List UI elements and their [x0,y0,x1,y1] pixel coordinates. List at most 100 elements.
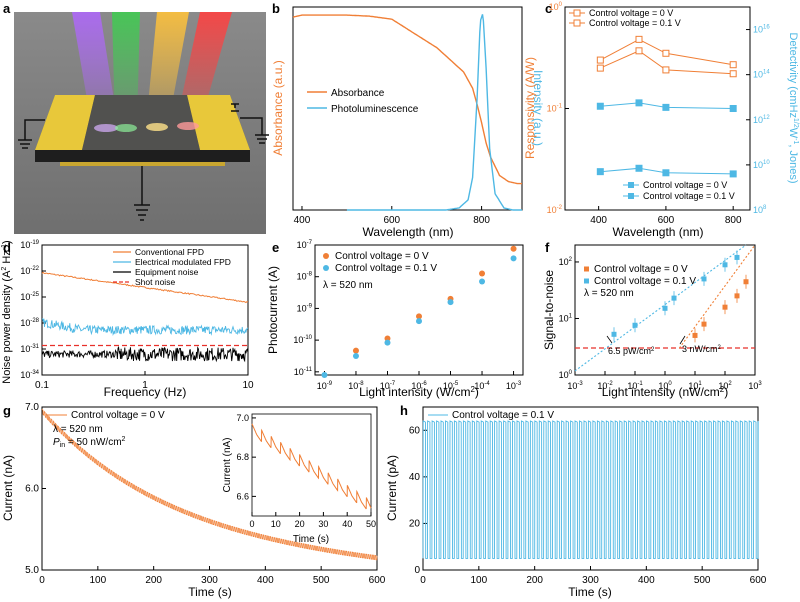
inset-xlabel: Time (s) [293,534,329,545]
h-ytick-label-3: 60 [409,425,421,436]
f-series-1-point-2 [662,305,668,311]
e-xtick-label-5: 10-4 [474,381,490,391]
panel-h: h 0 100 200 300 400 500 600 0 20 40 60 Time (s) Cu… [385,403,767,599]
b-xtick-label-1: 600 [383,215,400,226]
c-series-3-point-1 [635,164,643,172]
f-xtick-label-6: 103 [748,381,762,391]
f-xtick-label-0: 10-3 [567,381,583,391]
e-xtick-label-6: 10-3 [506,381,522,391]
c-series-2-point-3 [729,105,737,112]
plot-b-lines [292,14,522,211]
f-series-1-point-0 [611,331,617,337]
f-xtick-label-1: 10-2 [597,381,613,391]
d-legend-label-3: Shot noise [135,277,175,287]
c-series-0-point-0 [596,56,604,64]
f-series-1-point-3 [671,295,677,301]
c-legend-bottom-marker-0 [628,182,634,188]
h-xtick-label-5: 500 [694,575,711,586]
spot-red [177,122,199,130]
h-xtick-label-1: 100 [470,575,487,586]
plot-e-xlabel: Light intensity (W/cm2) [359,385,479,399]
panel-g-letter: g [3,403,11,418]
electrode-left [35,95,95,150]
h-xtick-label-6: 600 [750,575,767,586]
e-legend-label-1: Control voltage = 0.1 V [335,263,437,274]
plot-h-ylabel: Current (pA) [385,455,399,521]
plot-g-annotation-2: Pin = 50 nW/cm2 [53,436,126,449]
h-xtick-label-2: 200 [526,575,543,586]
panel-a: a [3,1,269,234]
d-legend-label-2: Equipment noise [135,267,199,277]
e-series-1-point-0 [321,372,328,378]
inset-ytick-label-1: 6.8 [236,452,249,462]
f-series-0-point-2 [722,304,728,310]
plot-e-ylabel: Photocurrent (A) [266,266,280,354]
g-xtick-label-0: 0 [39,575,45,586]
d-ytick-label-0: 10-19 [20,240,39,250]
h-xtick-label-3: 300 [582,575,599,586]
plot-e-axes: 10-9 10-8 10-7 10-6 10-5 10-4 10-3 10-11 10-10 10… [293,240,522,391]
b-series-1 [346,14,522,211]
b-xtick-label-0: 400 [294,215,311,226]
c-legend-bottom-marker-1 [628,193,634,199]
c-series-line-0 [600,38,734,66]
plot-b-ylabel-right: Intensity (a.u.) [531,70,545,146]
e-xtick-label-4: 10-5 [443,381,459,391]
g-xtick-label-4: 400 [257,575,274,586]
c-legend-bottom-label-1: Control voltage = 0.1 V [643,191,735,201]
c-legend-top-label-0: Control voltage = 0 V [589,8,673,18]
plot-e-annotation: λ = 520 nm [323,280,373,291]
c-series-1-point-2 [662,66,670,74]
plot-f-xlabel: Light intensity (nW/cm2) [602,385,729,399]
c-series-line-2 [600,102,734,109]
plot-f-annotation: λ = 520 nm [584,288,634,299]
f-legend-marker-1 [584,278,589,284]
h-ytick-label-2: 40 [409,472,421,483]
inset-series-current [251,423,372,510]
d-ytick-label-2: 10-25 [20,292,39,302]
e-xtick-label-2: 10-7 [380,381,396,391]
e-legend-marker-0 [323,253,329,259]
e-series-0-point-4 [479,270,486,277]
g-xtick-label-3: 300 [201,575,218,586]
c-series-0-point-3 [729,61,737,69]
c-series-0-point-1 [635,35,643,43]
panel-h-letter: h [400,403,408,418]
c-legend-top-marker-0 [573,9,581,17]
panel-c-letter: c [545,1,552,16]
b-xtick-label-2: 800 [473,215,490,226]
plot-g-xlabel: Time (s) [188,585,232,599]
h-ytick-label-0: 0 [414,565,420,576]
d-ytick-label-1: 10-22 [20,266,39,276]
c-series-3-point-2 [662,169,670,177]
h-xtick-label-0: 0 [420,575,426,586]
plot-d-xlabel: Frequency (Hz) [104,385,187,399]
c-series-line-1 [600,50,734,75]
h-ytick-label-1: 20 [409,518,421,529]
plot-b-xlabel: Wavelength (nm) [363,225,454,239]
panel-a-letter: a [3,1,11,16]
ground-right-icon [240,117,269,144]
ground-left-icon [18,119,45,149]
d-xtick-label-2: 10 [242,380,254,391]
e-series-1-point-5 [479,278,486,285]
plot-g-annotation-1: λ = 520 nm [53,424,103,435]
inset-series: 0 10 20 30 40 50 6.6 6.8 7.0 [236,413,376,529]
d-series-0 [41,271,249,304]
g-ytick-label-2: 7.0 [25,402,39,413]
c-series-1-point-3 [729,70,737,78]
plot-b-xticks: 400 600 800 [294,206,490,226]
g-xtick-label-5: 500 [313,575,330,586]
g-ytick-label-0: 5.0 [25,565,39,576]
f-series-1-point-6 [734,254,740,260]
plot-h-xlabel: Time (s) [568,585,612,599]
c-ytick-right-label-4: 1016 [753,25,770,35]
f-fit-line-1 [574,244,747,372]
f-xtick-label-3: 100 [658,381,672,391]
c-ytick-right-label-3: 1014 [753,70,770,80]
h-xtick-label-4: 400 [638,575,655,586]
c-ytick-left-label-0: 10-2 [547,205,563,215]
